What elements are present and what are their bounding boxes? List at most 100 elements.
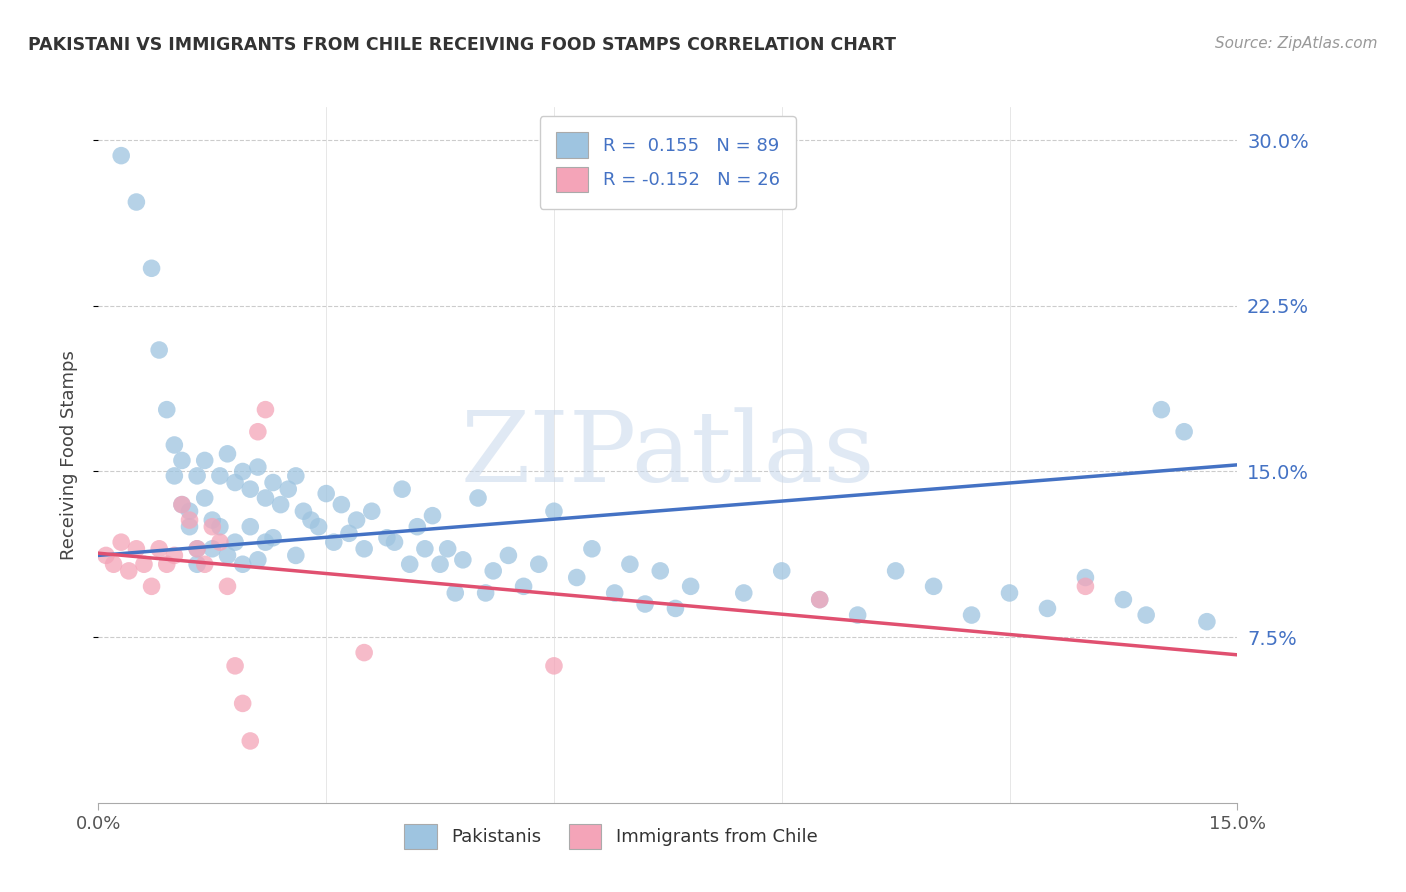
Point [277, 482, 299, 496]
Point [337, 526, 360, 541]
Point [413, 541, 436, 556]
Point [201, 513, 224, 527]
Point [118, 564, 141, 578]
Point [148, 343, 170, 357]
Point [650, 564, 672, 578]
Point [201, 519, 224, 533]
Point [179, 513, 201, 527]
Point [217, 447, 239, 461]
Point [103, 558, 125, 572]
Point [246, 425, 269, 439]
Point [846, 608, 869, 623]
Point [512, 579, 534, 593]
Point [1135, 608, 1157, 623]
Point [467, 491, 489, 505]
Point [1150, 402, 1173, 417]
Point [451, 553, 474, 567]
Point [292, 504, 315, 518]
Point [170, 453, 193, 467]
Point [308, 519, 330, 533]
Point [398, 558, 420, 572]
Point [217, 579, 239, 593]
Point [186, 541, 208, 556]
Point [224, 658, 246, 673]
Point [110, 535, 132, 549]
Point [808, 592, 831, 607]
Point [262, 475, 284, 490]
Point [254, 402, 277, 417]
Point [384, 535, 406, 549]
Point [232, 465, 254, 479]
Point [1173, 425, 1195, 439]
Point [922, 579, 945, 593]
Point [884, 564, 907, 578]
Point [474, 586, 496, 600]
Point [299, 513, 322, 527]
Point [527, 558, 550, 572]
Point [208, 469, 231, 483]
Point [163, 549, 186, 563]
Text: PAKISTANI VS IMMIGRANTS FROM CHILE RECEIVING FOOD STAMPS CORRELATION CHART: PAKISTANI VS IMMIGRANTS FROM CHILE RECEI… [28, 36, 896, 54]
Point [444, 586, 467, 600]
Point [603, 586, 626, 600]
Point [163, 469, 186, 483]
Point [110, 148, 132, 162]
Point [194, 558, 217, 572]
Point [217, 549, 239, 563]
Point [208, 535, 231, 549]
Point [232, 697, 254, 711]
Point [375, 531, 398, 545]
Point [186, 469, 208, 483]
Point [170, 498, 193, 512]
Point [132, 558, 155, 572]
Point [808, 592, 831, 607]
Point [664, 601, 686, 615]
Point [1074, 579, 1097, 593]
Point [224, 535, 246, 549]
Point [322, 535, 344, 549]
Point [156, 402, 179, 417]
Point [194, 453, 217, 467]
Point [1112, 592, 1135, 607]
Text: Source: ZipAtlas.com: Source: ZipAtlas.com [1215, 36, 1378, 51]
Point [270, 498, 292, 512]
Point [125, 194, 148, 209]
Point [770, 564, 793, 578]
Point [156, 558, 179, 572]
Point [246, 460, 269, 475]
Point [353, 541, 375, 556]
Point [125, 541, 148, 556]
Point [246, 553, 269, 567]
Point [148, 541, 170, 556]
Point [224, 475, 246, 490]
Point [391, 482, 413, 496]
Point [239, 734, 262, 748]
Legend: Pakistanis, Immigrants from Chile: Pakistanis, Immigrants from Chile [398, 816, 824, 856]
Point [1036, 601, 1059, 615]
Point [141, 261, 163, 276]
Point [262, 531, 284, 545]
Point [406, 519, 429, 533]
Point [422, 508, 444, 523]
Point [179, 519, 201, 533]
Point [436, 541, 458, 556]
Text: ZIPatlas: ZIPatlas [461, 407, 875, 503]
Point [254, 535, 277, 549]
Point [284, 549, 307, 563]
Point [194, 491, 217, 505]
Point [634, 597, 657, 611]
Point [179, 504, 201, 518]
Point [94, 549, 117, 563]
Point [565, 570, 588, 584]
Point [208, 519, 231, 533]
Point [1195, 615, 1218, 629]
Point [733, 586, 755, 600]
Point [330, 498, 353, 512]
Point [201, 541, 224, 556]
Point [429, 558, 451, 572]
Point [998, 586, 1021, 600]
Point [346, 513, 368, 527]
Point [239, 519, 262, 533]
Y-axis label: Receiving Food Stamps: Receiving Food Stamps [59, 350, 77, 560]
Point [170, 498, 193, 512]
